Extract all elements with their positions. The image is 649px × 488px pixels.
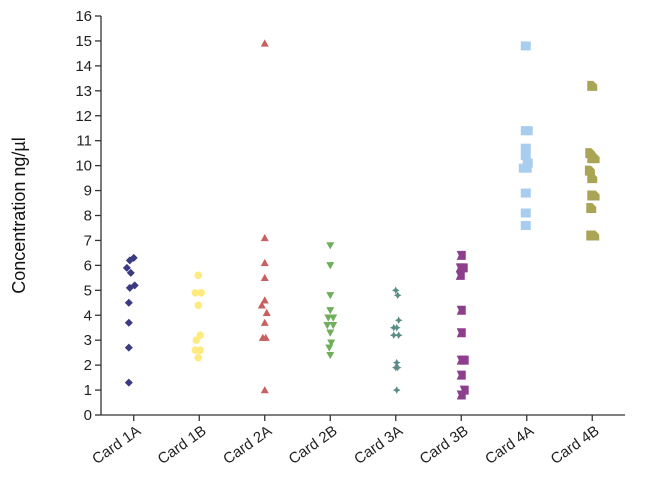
- data-point: [455, 270, 465, 280]
- data-point: [125, 256, 134, 265]
- y-axis-title: Concentration ng/µl: [9, 137, 29, 293]
- y-tick-label: 16: [75, 8, 92, 25]
- data-point: [326, 242, 335, 250]
- data-point: [261, 333, 270, 341]
- data-point: [458, 263, 468, 273]
- data-point: [456, 370, 466, 380]
- data-point: [124, 343, 133, 352]
- y-tick-label: 15: [75, 33, 92, 50]
- y-tick-label: 12: [75, 108, 92, 125]
- x-tick-label: Card 3B: [417, 422, 472, 467]
- data-point: [394, 331, 403, 339]
- data-point: [326, 292, 335, 300]
- data-point: [194, 271, 203, 280]
- y-tick-label: 7: [84, 232, 92, 249]
- data-point: [329, 314, 338, 322]
- data-points: [122, 39, 600, 400]
- data-point: [520, 41, 531, 51]
- data-point: [522, 158, 533, 168]
- data-point: [586, 203, 597, 214]
- data-point: [456, 390, 466, 400]
- data-point: [391, 286, 400, 295]
- data-point: [392, 386, 401, 394]
- data-point: [326, 329, 335, 337]
- data-point: [124, 318, 133, 327]
- data-point: [589, 153, 600, 164]
- data-point: [587, 80, 598, 91]
- data-point: [325, 344, 334, 352]
- data-point: [329, 322, 338, 330]
- data-point: [520, 220, 531, 230]
- data-point: [260, 386, 269, 394]
- y-tick-label: 5: [84, 282, 92, 299]
- data-point: [262, 308, 271, 316]
- data-point: [589, 230, 600, 241]
- data-point: [326, 307, 335, 315]
- y-tick-label: 10: [75, 158, 92, 175]
- data-point: [197, 289, 206, 297]
- data-point: [192, 336, 201, 344]
- data-point: [521, 163, 532, 173]
- data-point: [589, 190, 600, 201]
- data-point: [392, 323, 401, 332]
- x-tick-label: Card 4B: [548, 422, 603, 467]
- data-point: [122, 263, 131, 272]
- data-point: [196, 346, 205, 354]
- x-tick-label: Card 2A: [220, 422, 275, 467]
- data-point: [191, 289, 200, 297]
- data-point: [456, 328, 466, 338]
- y-tick-label: 0: [84, 407, 92, 424]
- x-tick-label: Card 1B: [155, 422, 210, 467]
- data-point: [124, 298, 133, 307]
- data-point: [125, 283, 134, 292]
- y-tick-label: 8: [84, 208, 92, 225]
- data-point: [389, 331, 398, 339]
- x-tick-label: Card 1A: [89, 422, 144, 467]
- data-point: [456, 250, 466, 260]
- data-point: [394, 316, 403, 325]
- x-tick-label: Card 3A: [351, 422, 406, 467]
- data-point: [326, 262, 335, 270]
- y-tick-label: 13: [75, 83, 92, 100]
- y-tick-label: 1: [84, 382, 92, 399]
- y-tick-label: 3: [84, 332, 92, 349]
- data-point: [392, 358, 401, 367]
- data-point: [257, 301, 266, 309]
- data-point: [393, 363, 402, 372]
- y-tick-label: 11: [76, 133, 92, 150]
- data-point: [260, 233, 269, 242]
- data-point: [587, 173, 598, 184]
- y-tick-label: 14: [75, 58, 92, 75]
- x-tick-label: Card 4A: [482, 422, 537, 467]
- data-point: [520, 208, 531, 218]
- data-point: [520, 188, 531, 198]
- data-point: [194, 301, 203, 310]
- data-point: [323, 322, 332, 330]
- data-point: [126, 268, 135, 277]
- data-point: [260, 296, 269, 304]
- data-point: [260, 258, 269, 267]
- y-tick-label: 2: [84, 357, 92, 374]
- data-point: [459, 355, 469, 365]
- data-point: [260, 318, 269, 326]
- data-point: [194, 353, 203, 362]
- data-point: [327, 339, 336, 347]
- data-point: [520, 151, 531, 161]
- data-point: [456, 305, 466, 315]
- data-point: [326, 351, 335, 360]
- data-point: [520, 143, 531, 153]
- data-point: [522, 126, 533, 136]
- data-point: [260, 273, 269, 282]
- data-point: [124, 378, 133, 387]
- y-tick-label: 6: [84, 257, 92, 274]
- x-axis-ticks: Card 1A Card 1B Card 2A Card 2B Card 3A Card …: [89, 415, 603, 468]
- y-tick-label: 9: [84, 183, 92, 200]
- x-tick-label: Card 2B: [286, 422, 341, 467]
- data-point: [260, 39, 269, 47]
- y-tick-label: 4: [84, 307, 92, 324]
- data-point: [393, 291, 402, 300]
